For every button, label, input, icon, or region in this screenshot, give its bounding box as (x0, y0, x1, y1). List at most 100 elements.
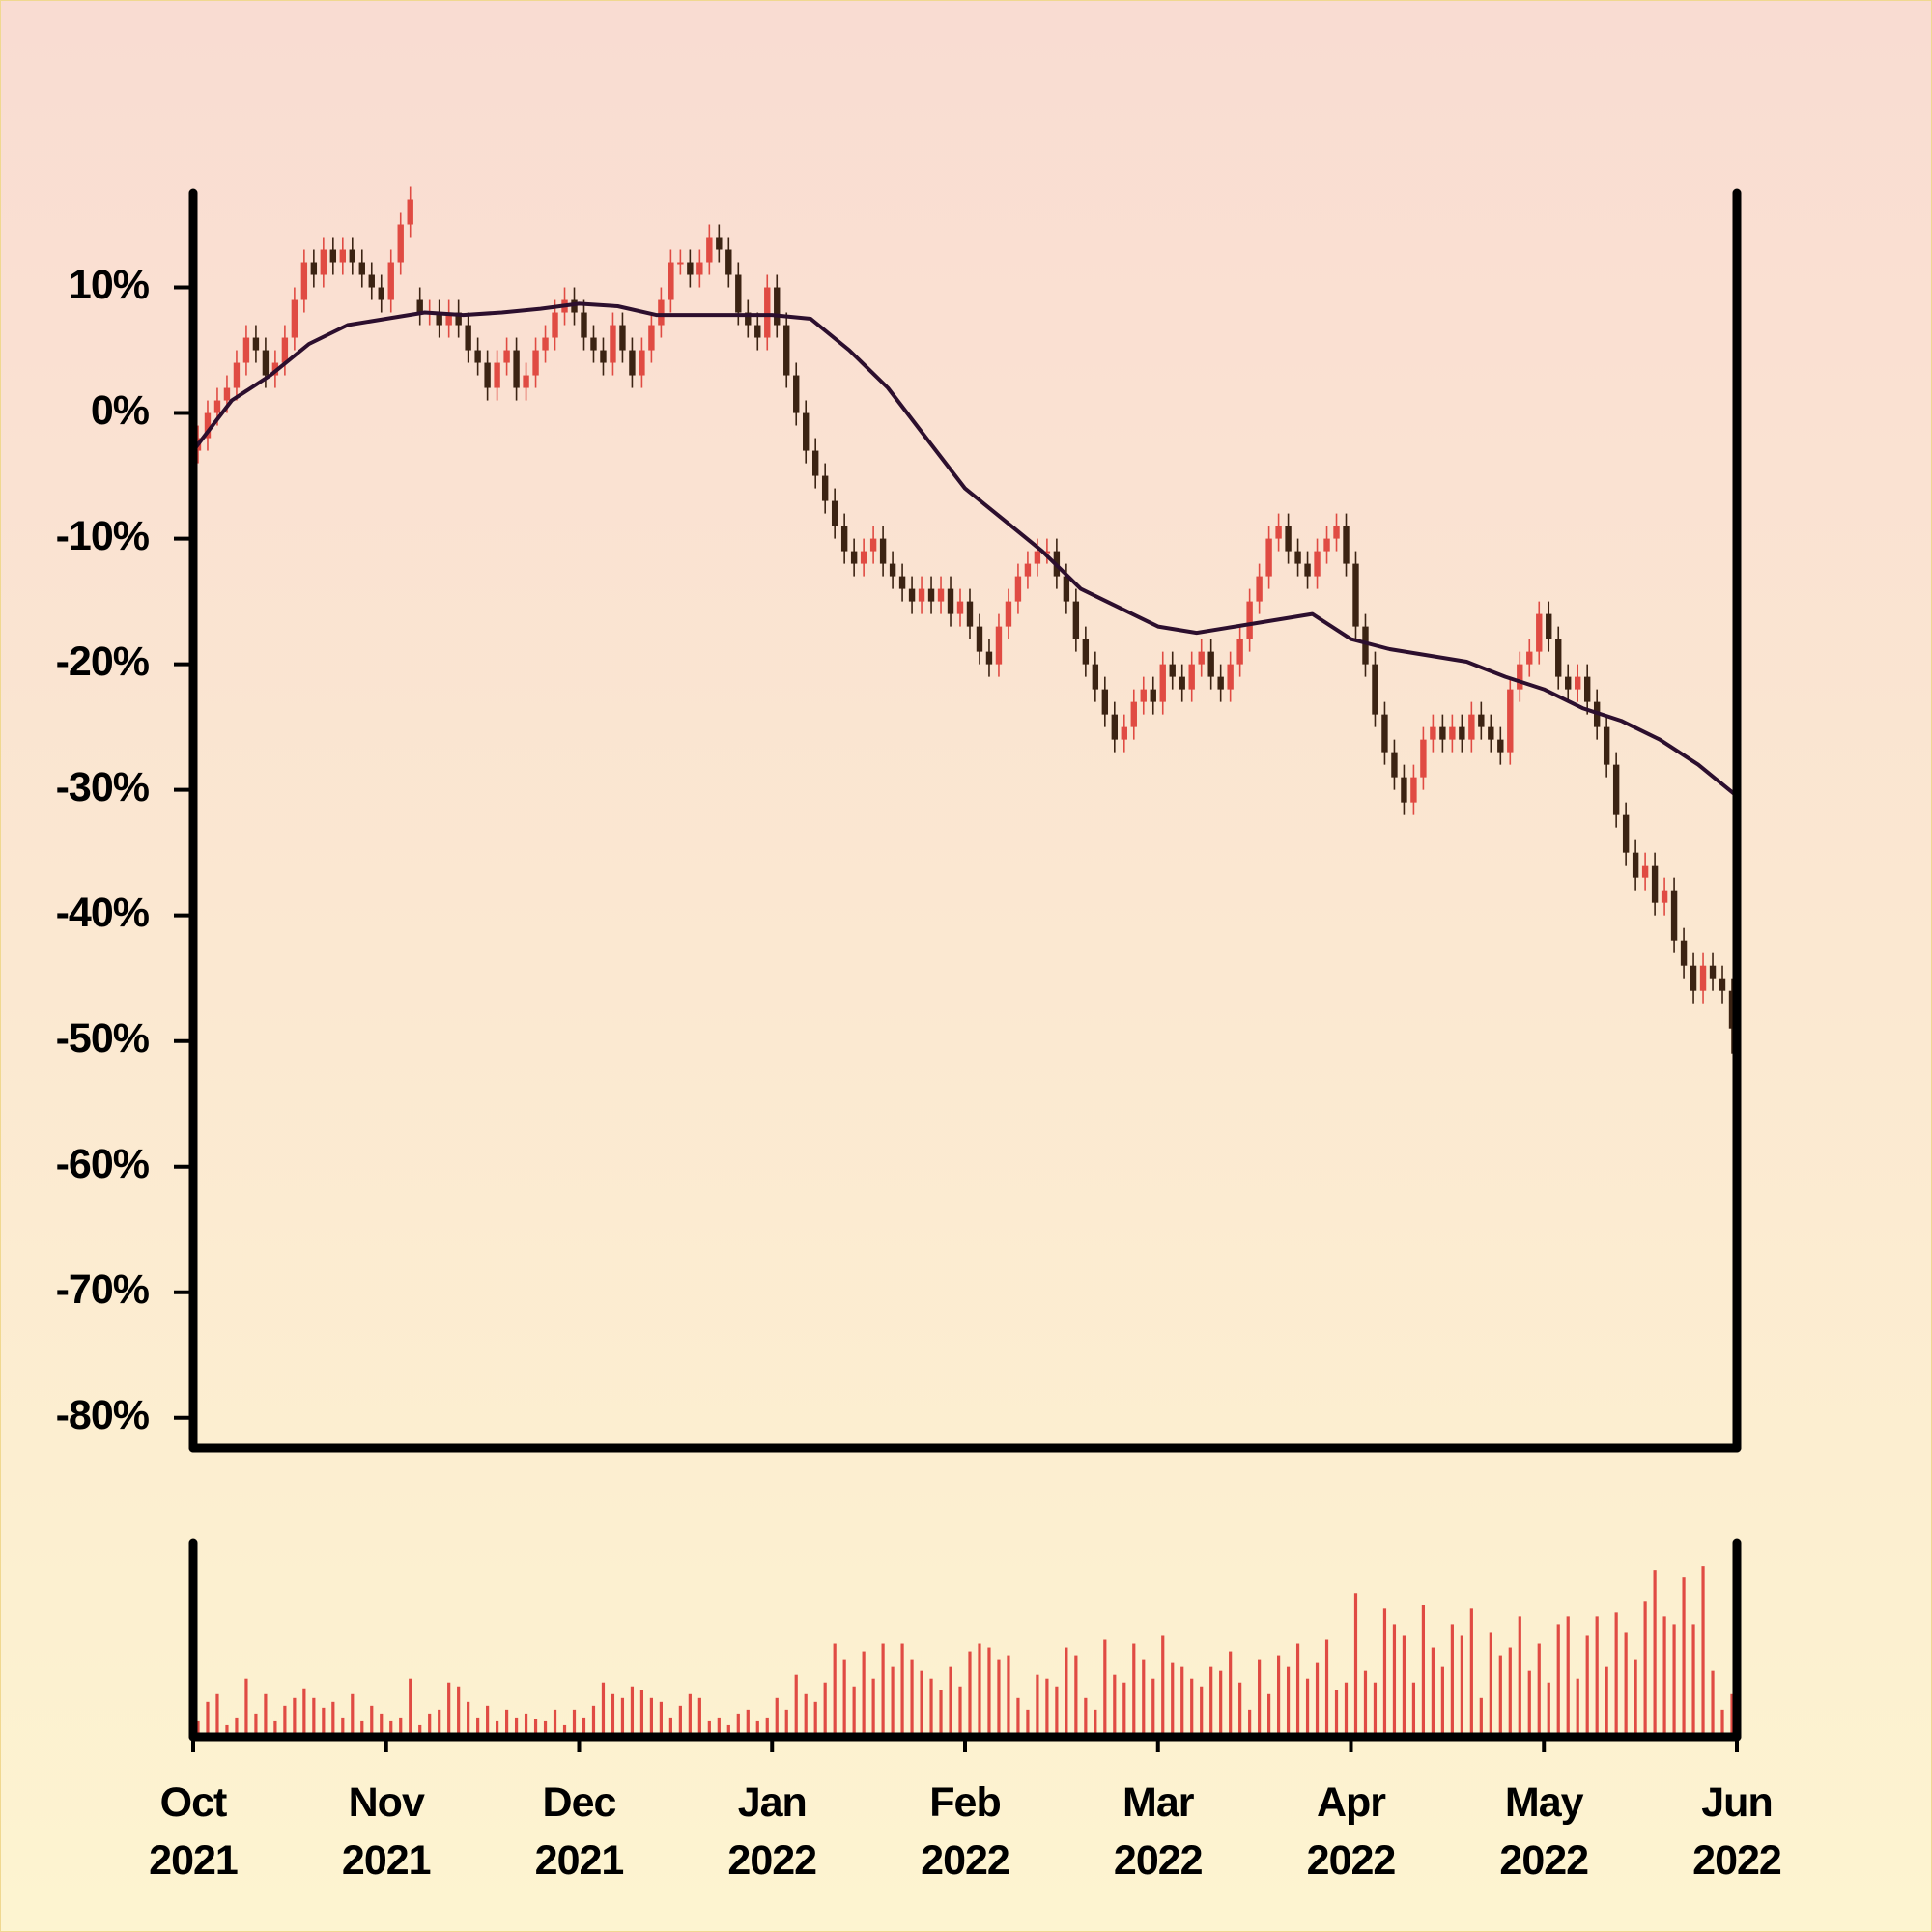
volume-bar (1229, 1651, 1233, 1737)
volume-bar (910, 1659, 914, 1737)
candle-body (735, 274, 742, 313)
candle-body (1111, 714, 1119, 740)
candle-body (1381, 714, 1388, 753)
candle-body (745, 312, 752, 326)
candle-body (1323, 538, 1330, 552)
candle-body (918, 588, 925, 602)
x-tick-label: Feb 2022 (921, 1779, 1010, 1884)
volume-bar (553, 1709, 557, 1737)
candle-body (966, 601, 974, 627)
volume-bar (1276, 1655, 1281, 1737)
candle-body (1661, 890, 1668, 903)
candle-body (1468, 714, 1475, 740)
candle-body (1265, 538, 1272, 577)
candle-body (1709, 965, 1717, 979)
volume-bar (842, 1659, 846, 1737)
volume-bar (1518, 1616, 1521, 1737)
volume-bar (1624, 1632, 1628, 1737)
candle-body (803, 412, 810, 451)
volume-bar (1161, 1635, 1165, 1737)
volume-bar (1701, 1566, 1705, 1737)
volume-bar (1324, 1639, 1329, 1737)
volume-bar (900, 1643, 904, 1737)
candle-body (898, 576, 906, 589)
y-tick-label: -40% (56, 890, 150, 936)
volume-bar (862, 1651, 866, 1737)
candle-body (1583, 676, 1591, 702)
volume-bar (591, 1705, 596, 1737)
candle-body (725, 249, 732, 275)
volume-bar (418, 1724, 422, 1737)
volume-bar (1392, 1624, 1397, 1737)
candle-body (600, 350, 607, 363)
volume-bar (1200, 1686, 1204, 1737)
candle-body (1391, 752, 1398, 778)
volume-bar (784, 1709, 788, 1737)
volume-bar (1171, 1662, 1175, 1737)
volume-bar (1344, 1682, 1349, 1737)
candle-body (1603, 726, 1610, 765)
volume-bar (1084, 1697, 1088, 1737)
candle-body (358, 262, 365, 275)
volume-bar (997, 1659, 1001, 1737)
candle-body (320, 249, 327, 275)
volume-bar (794, 1674, 798, 1737)
candle-body (1014, 576, 1022, 602)
volume-bar (1537, 1643, 1541, 1737)
candle-body (1150, 689, 1156, 702)
volume-bar (225, 1724, 229, 1737)
volume-bar (1498, 1655, 1502, 1737)
candle-body (329, 249, 337, 263)
y-tick-label: -20% (56, 639, 150, 685)
volume-bar (1113, 1674, 1117, 1737)
volume-bar (457, 1686, 461, 1737)
volume-bar (852, 1686, 856, 1737)
volume-bar (476, 1717, 480, 1737)
volume-bar (881, 1643, 885, 1737)
candle-body (1420, 739, 1427, 778)
candle-body (503, 350, 510, 363)
volume-bar (968, 1651, 972, 1737)
candle-body (1072, 601, 1080, 639)
candle-body (1728, 990, 1736, 1029)
volume-bar (447, 1682, 451, 1737)
candle-body (281, 337, 289, 363)
candle-body (1546, 613, 1552, 639)
volume-bar (1248, 1709, 1252, 1737)
volume-bar (939, 1690, 943, 1737)
volume-bar (1585, 1635, 1589, 1737)
volume-bar (1382, 1608, 1387, 1737)
volume-bar (1730, 1693, 1734, 1737)
volume-bar (341, 1717, 345, 1737)
volume-bar (1142, 1659, 1146, 1737)
candle-body (387, 262, 394, 300)
x-tick-label: Apr 2022 (1306, 1779, 1397, 1884)
candle-body (494, 362, 500, 388)
candle-body (1526, 651, 1533, 665)
candle-body (1063, 576, 1070, 602)
candle-body (1565, 676, 1572, 690)
candle-body (1555, 639, 1562, 677)
candle-body (1217, 676, 1224, 690)
candle-body (368, 274, 375, 288)
candle-body (262, 350, 270, 376)
volume-bar (496, 1720, 499, 1737)
candle-body (436, 312, 442, 326)
volume-bar (765, 1717, 769, 1737)
candle-body (1236, 639, 1243, 665)
volume-bar (775, 1697, 779, 1737)
candle-body (937, 588, 945, 602)
volume-bar (949, 1666, 952, 1737)
volume-bar (1720, 1709, 1724, 1737)
volume-bar (1691, 1624, 1695, 1737)
candle-body (1410, 777, 1417, 803)
volume-bar (871, 1678, 875, 1737)
candle-body (831, 500, 838, 526)
volume-bar (1576, 1678, 1579, 1737)
volume-bar (1402, 1635, 1406, 1737)
candle-body (339, 249, 347, 263)
candle-body (1314, 551, 1321, 577)
y-tick-label: -10% (56, 513, 150, 559)
volume-bar (611, 1693, 615, 1737)
